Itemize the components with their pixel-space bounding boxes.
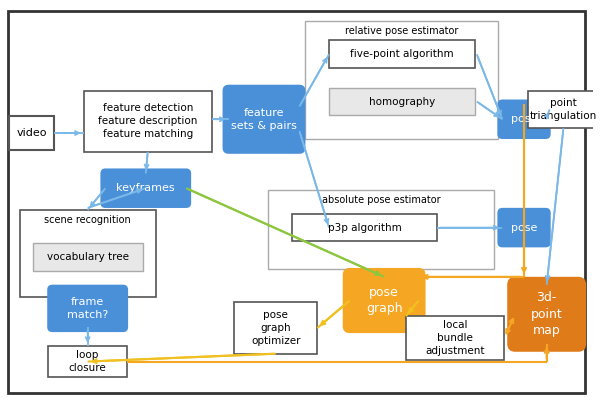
Text: feature detection
feature description
feature matching: feature detection feature description fe… [98, 103, 197, 139]
FancyBboxPatch shape [305, 21, 498, 139]
FancyBboxPatch shape [223, 86, 305, 153]
FancyBboxPatch shape [329, 88, 475, 115]
FancyBboxPatch shape [508, 278, 585, 351]
FancyBboxPatch shape [84, 90, 212, 152]
FancyBboxPatch shape [291, 214, 437, 242]
FancyBboxPatch shape [33, 243, 143, 271]
Text: homography: homography [369, 97, 435, 107]
Text: relative pose estimator: relative pose estimator [345, 25, 459, 36]
FancyBboxPatch shape [268, 190, 494, 269]
Text: point
triangulation: point triangulation [530, 98, 597, 121]
Text: pose: pose [511, 114, 537, 124]
Text: scene recognition: scene recognition [45, 215, 131, 225]
FancyBboxPatch shape [528, 90, 599, 128]
Text: local
bundle
adjustment: local bundle adjustment [426, 320, 485, 356]
FancyBboxPatch shape [8, 11, 585, 393]
FancyBboxPatch shape [9, 116, 54, 150]
FancyBboxPatch shape [498, 209, 550, 246]
Text: loop
closure: loop closure [69, 350, 107, 373]
Text: p3p algorithm: p3p algorithm [327, 223, 402, 233]
Text: keyframes: keyframes [116, 183, 175, 193]
FancyBboxPatch shape [102, 170, 190, 207]
Text: video: video [16, 128, 47, 138]
Text: pose
graph: pose graph [366, 286, 403, 315]
FancyBboxPatch shape [20, 210, 156, 297]
Text: 3d-
point
map: 3d- point map [531, 291, 562, 337]
Text: feature
sets & pairs: feature sets & pairs [231, 108, 297, 130]
FancyBboxPatch shape [344, 269, 424, 332]
Text: frame
match?: frame match? [67, 297, 108, 320]
FancyBboxPatch shape [406, 316, 504, 360]
Text: pose
graph
optimizer: pose graph optimizer [251, 310, 300, 346]
Text: vocabulary tree: vocabulary tree [47, 252, 129, 262]
FancyBboxPatch shape [329, 40, 475, 68]
FancyBboxPatch shape [48, 286, 127, 331]
FancyBboxPatch shape [498, 101, 550, 138]
Text: absolute pose estimator: absolute pose estimator [322, 195, 441, 205]
Text: pose: pose [511, 223, 537, 233]
FancyBboxPatch shape [234, 303, 317, 354]
FancyBboxPatch shape [48, 346, 127, 377]
Text: five-point algorithm: five-point algorithm [350, 49, 454, 59]
